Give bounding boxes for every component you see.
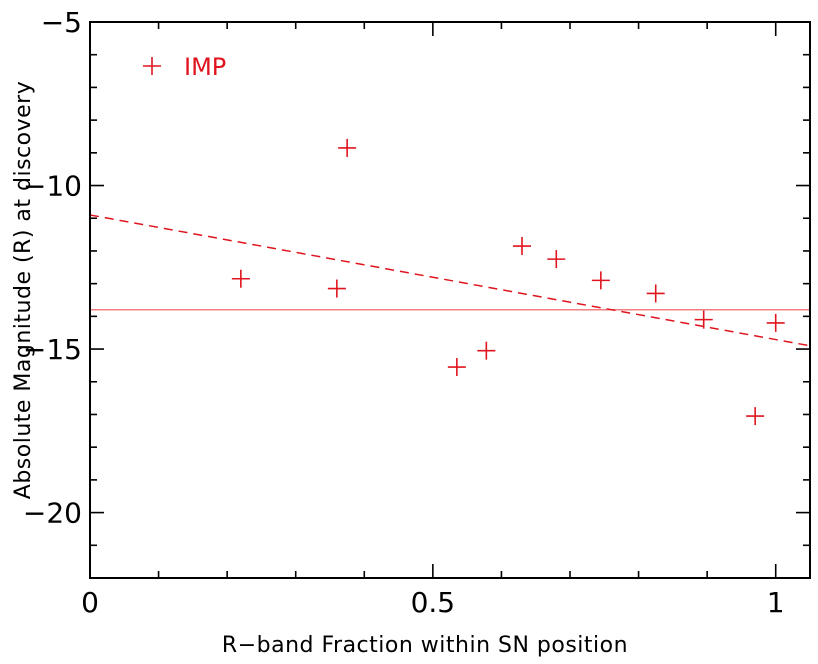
data-point: [694, 310, 713, 329]
reference-lines: [89, 214, 811, 347]
x-axis-title: R−band Fraction within SN position: [222, 633, 628, 658]
data-point: [477, 341, 496, 360]
legend: IMP: [143, 53, 226, 81]
data-point: [591, 271, 610, 290]
data-point: [338, 138, 357, 157]
y-tick-label: −5: [41, 6, 82, 39]
data-point: [547, 250, 566, 269]
data-point: [231, 269, 250, 288]
data-point: [766, 313, 785, 332]
plot-frame: [89, 21, 811, 579]
data-point: [646, 284, 665, 303]
y-tick-label: −20: [23, 497, 82, 530]
data-point: [447, 358, 466, 377]
data-point: [513, 237, 531, 256]
legend-label: IMP: [184, 53, 226, 81]
data-point: [327, 279, 346, 298]
x-tick-label: 1: [767, 586, 785, 619]
linear-fit-line: [89, 214, 811, 347]
data-point: [746, 407, 765, 426]
data-points: [231, 138, 785, 426]
x-tick-label: 0.5: [411, 586, 456, 619]
x-tick-label: 0: [81, 586, 99, 619]
y-axis-title: Absolute Magnitude (R) at discovery: [11, 81, 36, 499]
y-tick-label: −15: [23, 333, 82, 366]
axes: 0 0.5 1 −5 −10 −15 −20 R−band Fraction within S…: [11, 6, 811, 658]
y-tick-label: −10: [23, 170, 82, 203]
